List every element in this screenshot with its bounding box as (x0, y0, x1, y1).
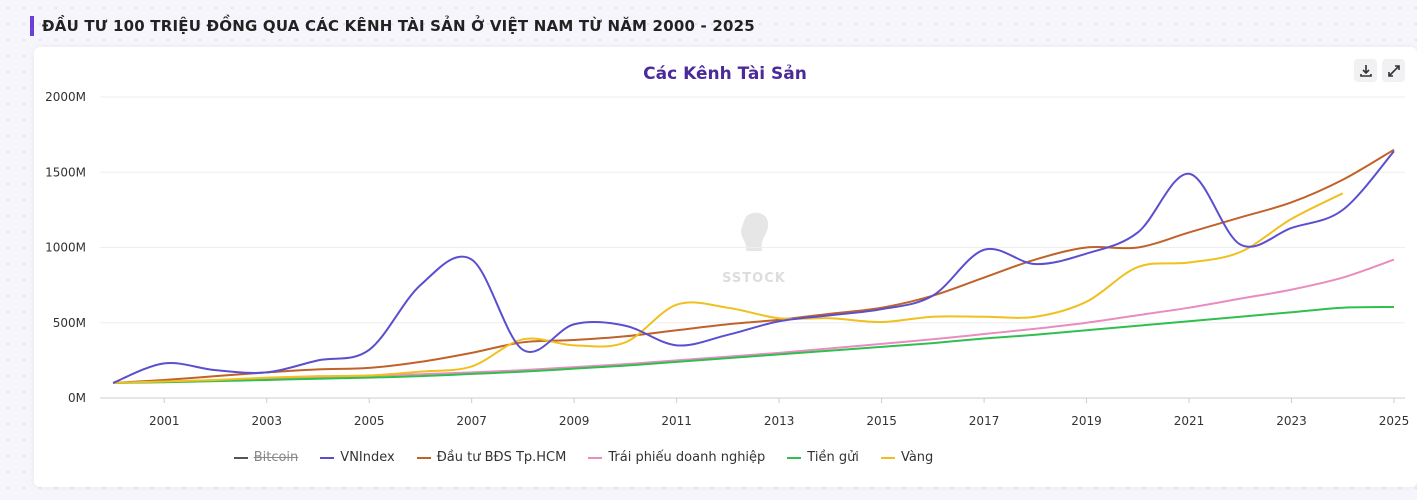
chart-card (34, 47, 1417, 487)
expand-icon (1387, 64, 1400, 77)
watermark-logo (741, 212, 769, 251)
legend-item[interactable]: Tiền gửi (787, 450, 859, 465)
x-tick-label: 2007 (456, 414, 487, 428)
legend-item[interactable]: Đầu tư BĐS Tp.HCM (416, 450, 567, 465)
y-tick-label: 500M (53, 316, 86, 330)
legend-label: Tiền gửi (807, 450, 859, 465)
x-tick-label: 2009 (559, 414, 590, 428)
x-tick-label: 2015 (866, 414, 897, 428)
x-tick-label: 2017 (969, 414, 1000, 428)
page-title: ĐẦU TƯ 100 TRIỆU ĐỒNG QUA CÁC KÊNH TÀI S… (42, 17, 755, 35)
x-tick-label: 2005 (354, 414, 385, 428)
legend-label: VNIndex (340, 450, 395, 465)
x-tick-label: 2003 (251, 414, 282, 428)
series-line-1 (112, 150, 1395, 384)
legend-swatch (320, 456, 335, 459)
fullscreen-button[interactable] (1382, 59, 1405, 82)
chart-title: Các Kênh Tài Sản (643, 64, 807, 84)
download-icon (1359, 64, 1372, 77)
y-tick-label: 2000M (45, 90, 86, 104)
series-line-3 (112, 258, 1395, 384)
legend-swatch (880, 456, 895, 459)
legend-label: Bitcoin (253, 450, 299, 465)
legend-label: Đầu tư BĐS Tp.HCM (436, 450, 567, 465)
series-line-4 (112, 305, 1395, 384)
y-tick-label: 1000M (45, 241, 86, 255)
x-tick-label: 2023 (1276, 414, 1307, 428)
x-tick-label: 2019 (1071, 414, 1102, 428)
page-header: ĐẦU TƯ 100 TRIỆU ĐỒNG QUA CÁC KÊNH TÀI S… (30, 15, 755, 37)
legend-item[interactable]: Bitcoin (233, 450, 299, 465)
legend-item[interactable]: Vàng (880, 450, 934, 465)
y-tick-label: 1500M (45, 165, 86, 179)
legend-label: Trái phiếu doanh nghiệp (608, 450, 766, 465)
legend-swatch (787, 456, 802, 459)
x-tick-label: 2021 (1174, 414, 1205, 428)
x-tick-label: 2011 (661, 414, 692, 428)
x-tick-label: 2025 (1379, 414, 1410, 428)
x-tick-label: 2013 (764, 414, 795, 428)
watermark: SSTOCK (722, 271, 786, 286)
chart-legend: Bitcoin VNIndex Đầu tư BĐS Tp.HCM Trái phiế… (0, 450, 1167, 465)
legend-item[interactable]: Trái phiếu doanh nghiệp (588, 450, 765, 465)
download-button[interactable] (1354, 59, 1377, 82)
legend-swatch (233, 456, 248, 459)
series-line-2 (112, 148, 1395, 384)
legend-label: Vàng (900, 450, 934, 465)
accent-bar (30, 16, 34, 36)
y-tick-label: 0M (68, 391, 86, 405)
legend-item[interactable]: VNIndex (320, 450, 395, 465)
legend-swatch (416, 456, 431, 459)
x-tick-label: 2001 (149, 414, 180, 428)
legend-swatch (588, 456, 603, 459)
series-line-5 (112, 192, 1344, 384)
